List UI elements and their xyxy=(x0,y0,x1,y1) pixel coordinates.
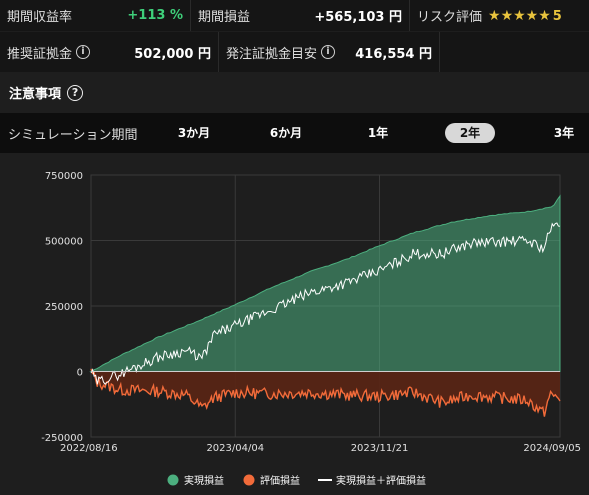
order-margin-cell: 発注証拠金目安 i 416,554 円 xyxy=(219,32,440,72)
y-tick-label: 750000 xyxy=(45,171,83,182)
legend-marker xyxy=(243,474,255,486)
risk-stars: ★★★★★ xyxy=(488,7,551,24)
risk-stars-icon: ★★★★★ 5 xyxy=(488,8,562,24)
legend-label: 実現損益＋評価損益 xyxy=(336,474,426,487)
y-tick-label: 250000 xyxy=(45,302,83,313)
y-tick-label: 500000 xyxy=(45,237,83,248)
unrealized-area xyxy=(91,368,560,417)
recommended-margin-cell: 推奨証拠金 i 502,000 円 xyxy=(0,32,219,72)
period-profit-label: 期間損益 xyxy=(198,10,251,25)
period-2y-button[interactable]: 2年 xyxy=(445,123,495,143)
recommended-margin-value: 502,000 円 xyxy=(134,46,211,62)
unrealized-line xyxy=(90,368,561,417)
stats-row-2: 推奨証拠金 i 502,000 円 発注証拠金目安 i 416,554 円 xyxy=(0,32,589,72)
y-tick-label: -250000 xyxy=(41,433,83,444)
notice-bar[interactable]: 注意事項 ? xyxy=(0,72,589,113)
info-icon[interactable]: i xyxy=(76,45,91,59)
x-tick-label: 2024/09/05 xyxy=(523,443,581,454)
legend-label: 実現損益 xyxy=(184,474,224,487)
return-rate-value: +113 % xyxy=(127,8,183,23)
x-tick-label: 2022/08/16 xyxy=(60,443,118,454)
risk-label: リスク評価 xyxy=(417,10,483,25)
question-icon[interactable]: ? xyxy=(67,84,84,101)
legend-label: 評価損益 xyxy=(260,474,300,487)
total-line xyxy=(90,222,561,385)
period-profit-cell: 期間損益 +565,103 円 xyxy=(191,0,410,31)
x-tick-label: 2023/11/21 xyxy=(351,443,409,454)
notice-label: 注意事項 xyxy=(9,87,62,102)
period-3m-button[interactable]: 3か月 xyxy=(177,126,211,140)
info-icon[interactable]: i xyxy=(321,45,336,59)
simulation-period-bar: シミュレーション期間 3か月 6か月 1年 2年 3年 xyxy=(0,113,589,153)
y-tick-label: 0 xyxy=(77,368,83,379)
order-margin-value: 416,554 円 xyxy=(355,46,432,62)
risk-cell: リスク評価 ★★★★★ 5 xyxy=(410,0,589,31)
return-rate-label: 期間収益率 xyxy=(7,10,73,25)
recommended-margin-label: 推奨証拠金 xyxy=(7,46,73,62)
period-1y-button[interactable]: 1年 xyxy=(367,126,389,140)
period-profit-value: +565,103 円 xyxy=(314,10,402,25)
risk-value: 5 xyxy=(552,8,562,24)
period-3y-button[interactable]: 3年 xyxy=(553,126,575,140)
simulation-label: シミュレーション期間 xyxy=(8,127,138,143)
x-tick-label: 2023/04/04 xyxy=(206,443,264,454)
order-margin-label: 発注証拠金目安 xyxy=(226,46,318,62)
return-rate-cell: 期間収益率 +113 % xyxy=(0,0,191,31)
stats-row-1: 期間収益率 +113 % 期間損益 +565,103 円 リスク評価 ★★★★★… xyxy=(0,0,589,31)
realized-area xyxy=(89,194,561,372)
legend-marker xyxy=(167,474,179,486)
profit-chart: 750000 500000 250000 0 -250000 2022/08/16 2023… xyxy=(0,153,589,495)
period-6m-button[interactable]: 6か月 xyxy=(269,126,303,140)
